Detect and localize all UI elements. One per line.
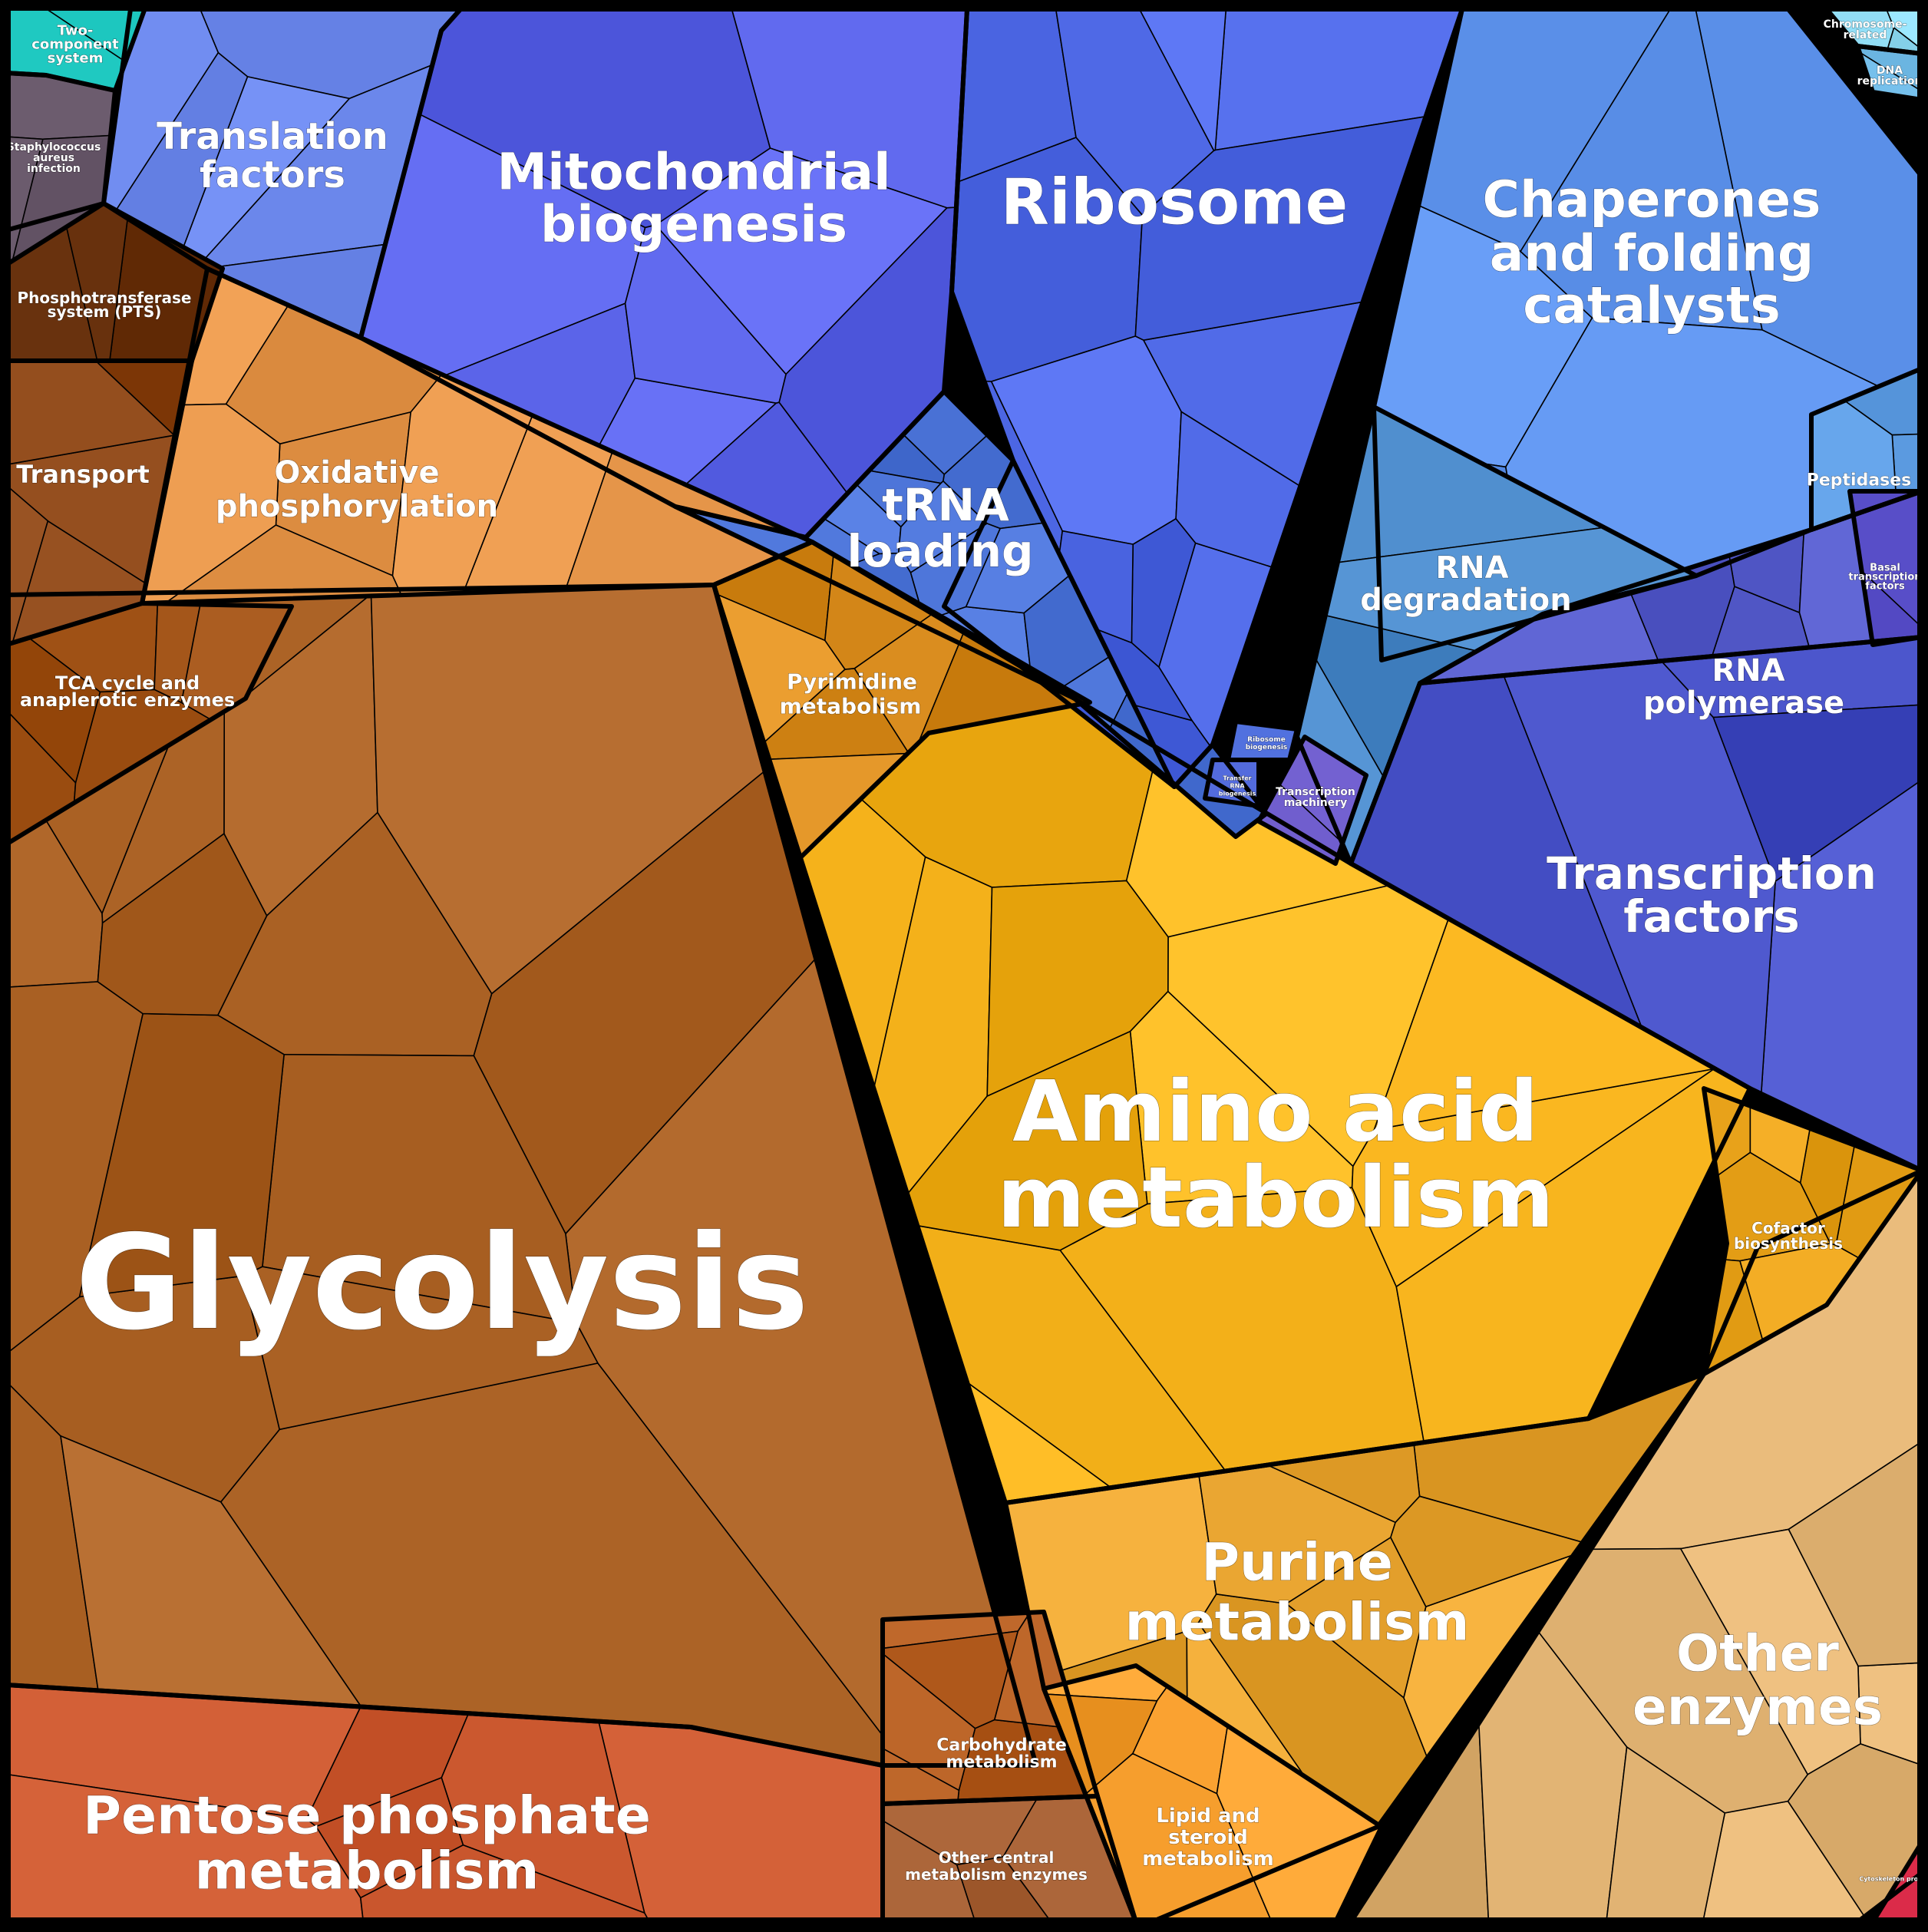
label-purine-metabolism-1: Purine: [1201, 1533, 1393, 1593]
labels-layer: Glycolysis Amino acid metabolism Ribosom…: [6, 18, 1928, 1903]
label-basal-tf-1: Basal: [1870, 563, 1900, 574]
group-border-transfer-rna-biogenesis: [1203, 758, 1261, 808]
label-rna-polymerase-2: polymerase: [1643, 685, 1844, 721]
label-pts-2: system (PTS): [48, 302, 162, 321]
label-glycolysis: Glycolysis: [75, 1207, 809, 1359]
label-pyrimidine-1: Pyrimidine: [787, 669, 917, 695]
label-oxidative-phosphorylation-2: phosphorylation: [216, 489, 498, 524]
label-purine-metabolism-2: metabolism: [1125, 1593, 1470, 1653]
cell-amino-acid-metabolism-13: [986, 880, 1169, 1098]
label-pentose-phosphate-1: Pentose phosphate: [83, 1786, 651, 1847]
group-border-ribosome: [942, 7, 1464, 789]
label-chaperones-1: Chaperones: [1483, 170, 1821, 230]
label-ribosome-biogenesis-1: Ribosome: [1247, 736, 1286, 744]
label-cytoskeleton: Cytoskeleton proteins: [1859, 1876, 1928, 1883]
label-trna-loading-1: tRNA: [882, 479, 1009, 531]
group-border-oxidative-phosphorylation: [140, 266, 814, 606]
group-border-pyrimidine-metabolism: [711, 540, 1092, 862]
label-pyrimidine-2: metabolism: [780, 694, 922, 719]
label-other-central-2: metabolism enzymes: [905, 1865, 1088, 1884]
label-amino-acid-metabolism-2: metabolism: [997, 1148, 1554, 1247]
label-basal-tf-2: transcription: [1848, 572, 1921, 583]
label-other-central-1: Other central: [939, 1848, 1055, 1867]
label-carbohydrate-2: metabolism: [946, 1753, 1057, 1772]
label-basal-tf-3: factors: [1865, 581, 1905, 593]
label-staph-1: Staphylococcus: [7, 141, 101, 154]
label-oxidative-phosphorylation-1: Oxidative: [274, 455, 439, 490]
label-transcription-factors-1: Transcription: [1547, 847, 1877, 900]
label-transcription-factors-2: factors: [1623, 890, 1799, 943]
group-border-transcription-machinery: [1256, 735, 1368, 866]
label-tca-cycle-2: anaplerotic enzymes: [20, 689, 235, 711]
label-tca-cycle-1: TCA cycle and: [55, 672, 200, 694]
label-transfer-rna-3: biogenesis: [1219, 791, 1256, 798]
label-pentose-phosphate-2: metabolism: [195, 1841, 540, 1902]
label-ribosome-biogenesis-2: biogenesis: [1246, 744, 1288, 751]
cell-glycolysis-15: [243, 1266, 599, 1431]
label-lipid-2: steroid: [1168, 1826, 1248, 1849]
label-chaperones-2: and folding: [1490, 224, 1814, 283]
label-translation-factors-2: factors: [200, 154, 345, 197]
label-rna-polymerase-1: RNA: [1712, 653, 1784, 689]
label-transcription-machinery-2: machinery: [1284, 797, 1348, 809]
label-dna-replication-2: replication: [1857, 75, 1923, 88]
group-border-rna-degradation: [1295, 405, 1699, 866]
cell-glycolysis-16: [97, 832, 268, 1016]
cells-layer: [5, 5, 1923, 1923]
label-lipid-1: Lipid and: [1156, 1805, 1259, 1828]
label-ribosome: Ribosome: [1001, 167, 1348, 239]
cell-ribosome-1: [1214, 8, 1464, 151]
group-border-trna-loading: [673, 389, 1269, 839]
label-lipid-3: metabolism: [1142, 1848, 1274, 1871]
label-staph-2: aureus: [33, 152, 74, 164]
label-other-enzymes-2: enzymes: [1633, 1678, 1883, 1737]
label-staph-3: infection: [27, 163, 81, 175]
label-dna-replication-1: DNA: [1877, 64, 1903, 77]
label-other-enzymes-1: Other: [1676, 1624, 1839, 1683]
label-translation-factors-1: Translation: [157, 115, 388, 158]
label-amino-acid-metabolism-1: Amino acid: [1012, 1062, 1539, 1161]
label-chaperones-3: catalysts: [1523, 276, 1781, 335]
label-trna-loading-2: loading: [847, 525, 1033, 577]
label-mitochondrial-biogenesis-1: Mitochondrial: [497, 143, 890, 202]
label-transport: Transport: [16, 460, 149, 489]
label-two-component-1: Two-: [58, 23, 94, 39]
group-border-cofactor-biosynthesis: [1702, 1086, 1924, 1376]
label-chromosome-1: Chromosome-: [1824, 18, 1907, 31]
label-mitochondrial-biogenesis-2: biogenesis: [540, 195, 847, 254]
label-transcription-machinery-1: Transcription: [1276, 786, 1355, 798]
label-carbohydrate-1: Carbohydrate: [936, 1736, 1067, 1755]
label-rna-degradation-2: degradation: [1360, 583, 1572, 618]
label-peptidases: Peptidases: [1807, 471, 1912, 490]
label-cofactor-1: Cofactor: [1751, 1219, 1825, 1237]
label-pts-1: Phosphotransferase: [18, 289, 192, 307]
label-chromosome-2: related: [1844, 29, 1887, 41]
group-border-ribosome-biogenesis: [1226, 719, 1299, 762]
label-transfer-rna-1: Transfer: [1223, 775, 1251, 782]
group-border-lipid-and-steroid-metabolism: [1042, 1663, 1384, 1924]
label-two-component-3: system: [48, 51, 104, 67]
label-two-component-2: component: [31, 37, 119, 53]
label-transfer-rna-2: RNA: [1230, 783, 1245, 790]
label-rna-degradation-1: RNA: [1435, 550, 1508, 586]
label-cofactor-2: biosynthesis: [1734, 1234, 1843, 1253]
